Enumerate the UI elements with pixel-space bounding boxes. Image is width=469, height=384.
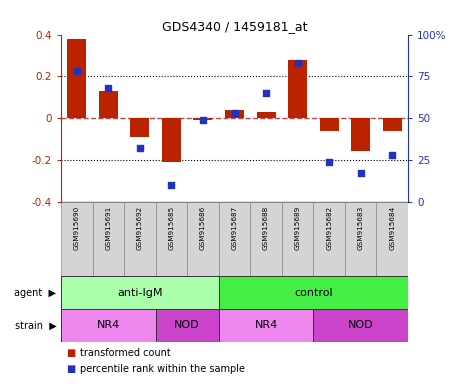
Text: ■: ■ [66,348,75,358]
Point [167,182,175,188]
Bar [351,118,370,152]
Bar [124,202,156,276]
Bar [156,309,219,342]
Text: transformed count: transformed count [80,348,170,358]
Point [136,145,144,151]
Point [325,159,333,165]
Bar [320,118,339,131]
Point [357,170,364,176]
Text: GSM915683: GSM915683 [358,205,363,250]
Text: GSM915689: GSM915689 [295,205,301,250]
Point [294,60,302,66]
Point [388,152,396,158]
Bar [219,202,250,276]
Bar [377,202,408,276]
Text: percentile rank within the sample: percentile rank within the sample [80,364,245,374]
Text: GSM915682: GSM915682 [326,205,332,250]
Text: GSM915684: GSM915684 [389,205,395,250]
Bar [288,60,307,118]
Bar [99,91,118,118]
Bar [61,202,92,276]
Text: GSM915691: GSM915691 [106,205,111,250]
Text: NR4: NR4 [97,320,120,331]
Text: GSM915690: GSM915690 [74,205,80,250]
Text: GSM915688: GSM915688 [263,205,269,250]
Bar [345,202,377,276]
Bar [313,202,345,276]
Text: ■: ■ [66,364,75,374]
Text: GSM915685: GSM915685 [168,205,174,250]
Text: control: control [294,288,333,298]
Bar [250,202,282,276]
Bar [162,118,181,162]
Text: anti-IgM: anti-IgM [117,288,163,298]
Bar [187,202,219,276]
Bar [194,118,212,120]
Bar [156,202,187,276]
Point [262,90,270,96]
Bar [282,202,313,276]
Text: strain  ▶: strain ▶ [15,320,56,331]
Bar [219,309,313,342]
Bar [257,112,275,118]
Bar [92,202,124,276]
Text: agent  ▶: agent ▶ [14,288,56,298]
Bar [67,39,86,118]
Text: GSM915686: GSM915686 [200,205,206,250]
Text: GSM915687: GSM915687 [232,205,237,250]
Text: GDS4340 / 1459181_at: GDS4340 / 1459181_at [162,20,307,33]
Bar [313,309,408,342]
Bar [61,309,156,342]
Text: NOD: NOD [174,320,200,331]
Point [105,85,112,91]
Point [231,110,238,116]
Bar [219,276,408,309]
Bar [225,110,244,118]
Text: NOD: NOD [348,320,373,331]
Bar [61,276,219,309]
Point [73,68,81,74]
Bar [130,118,149,137]
Text: GSM915692: GSM915692 [137,205,143,250]
Bar [383,118,402,131]
Point [199,117,207,123]
Text: NR4: NR4 [254,320,278,331]
